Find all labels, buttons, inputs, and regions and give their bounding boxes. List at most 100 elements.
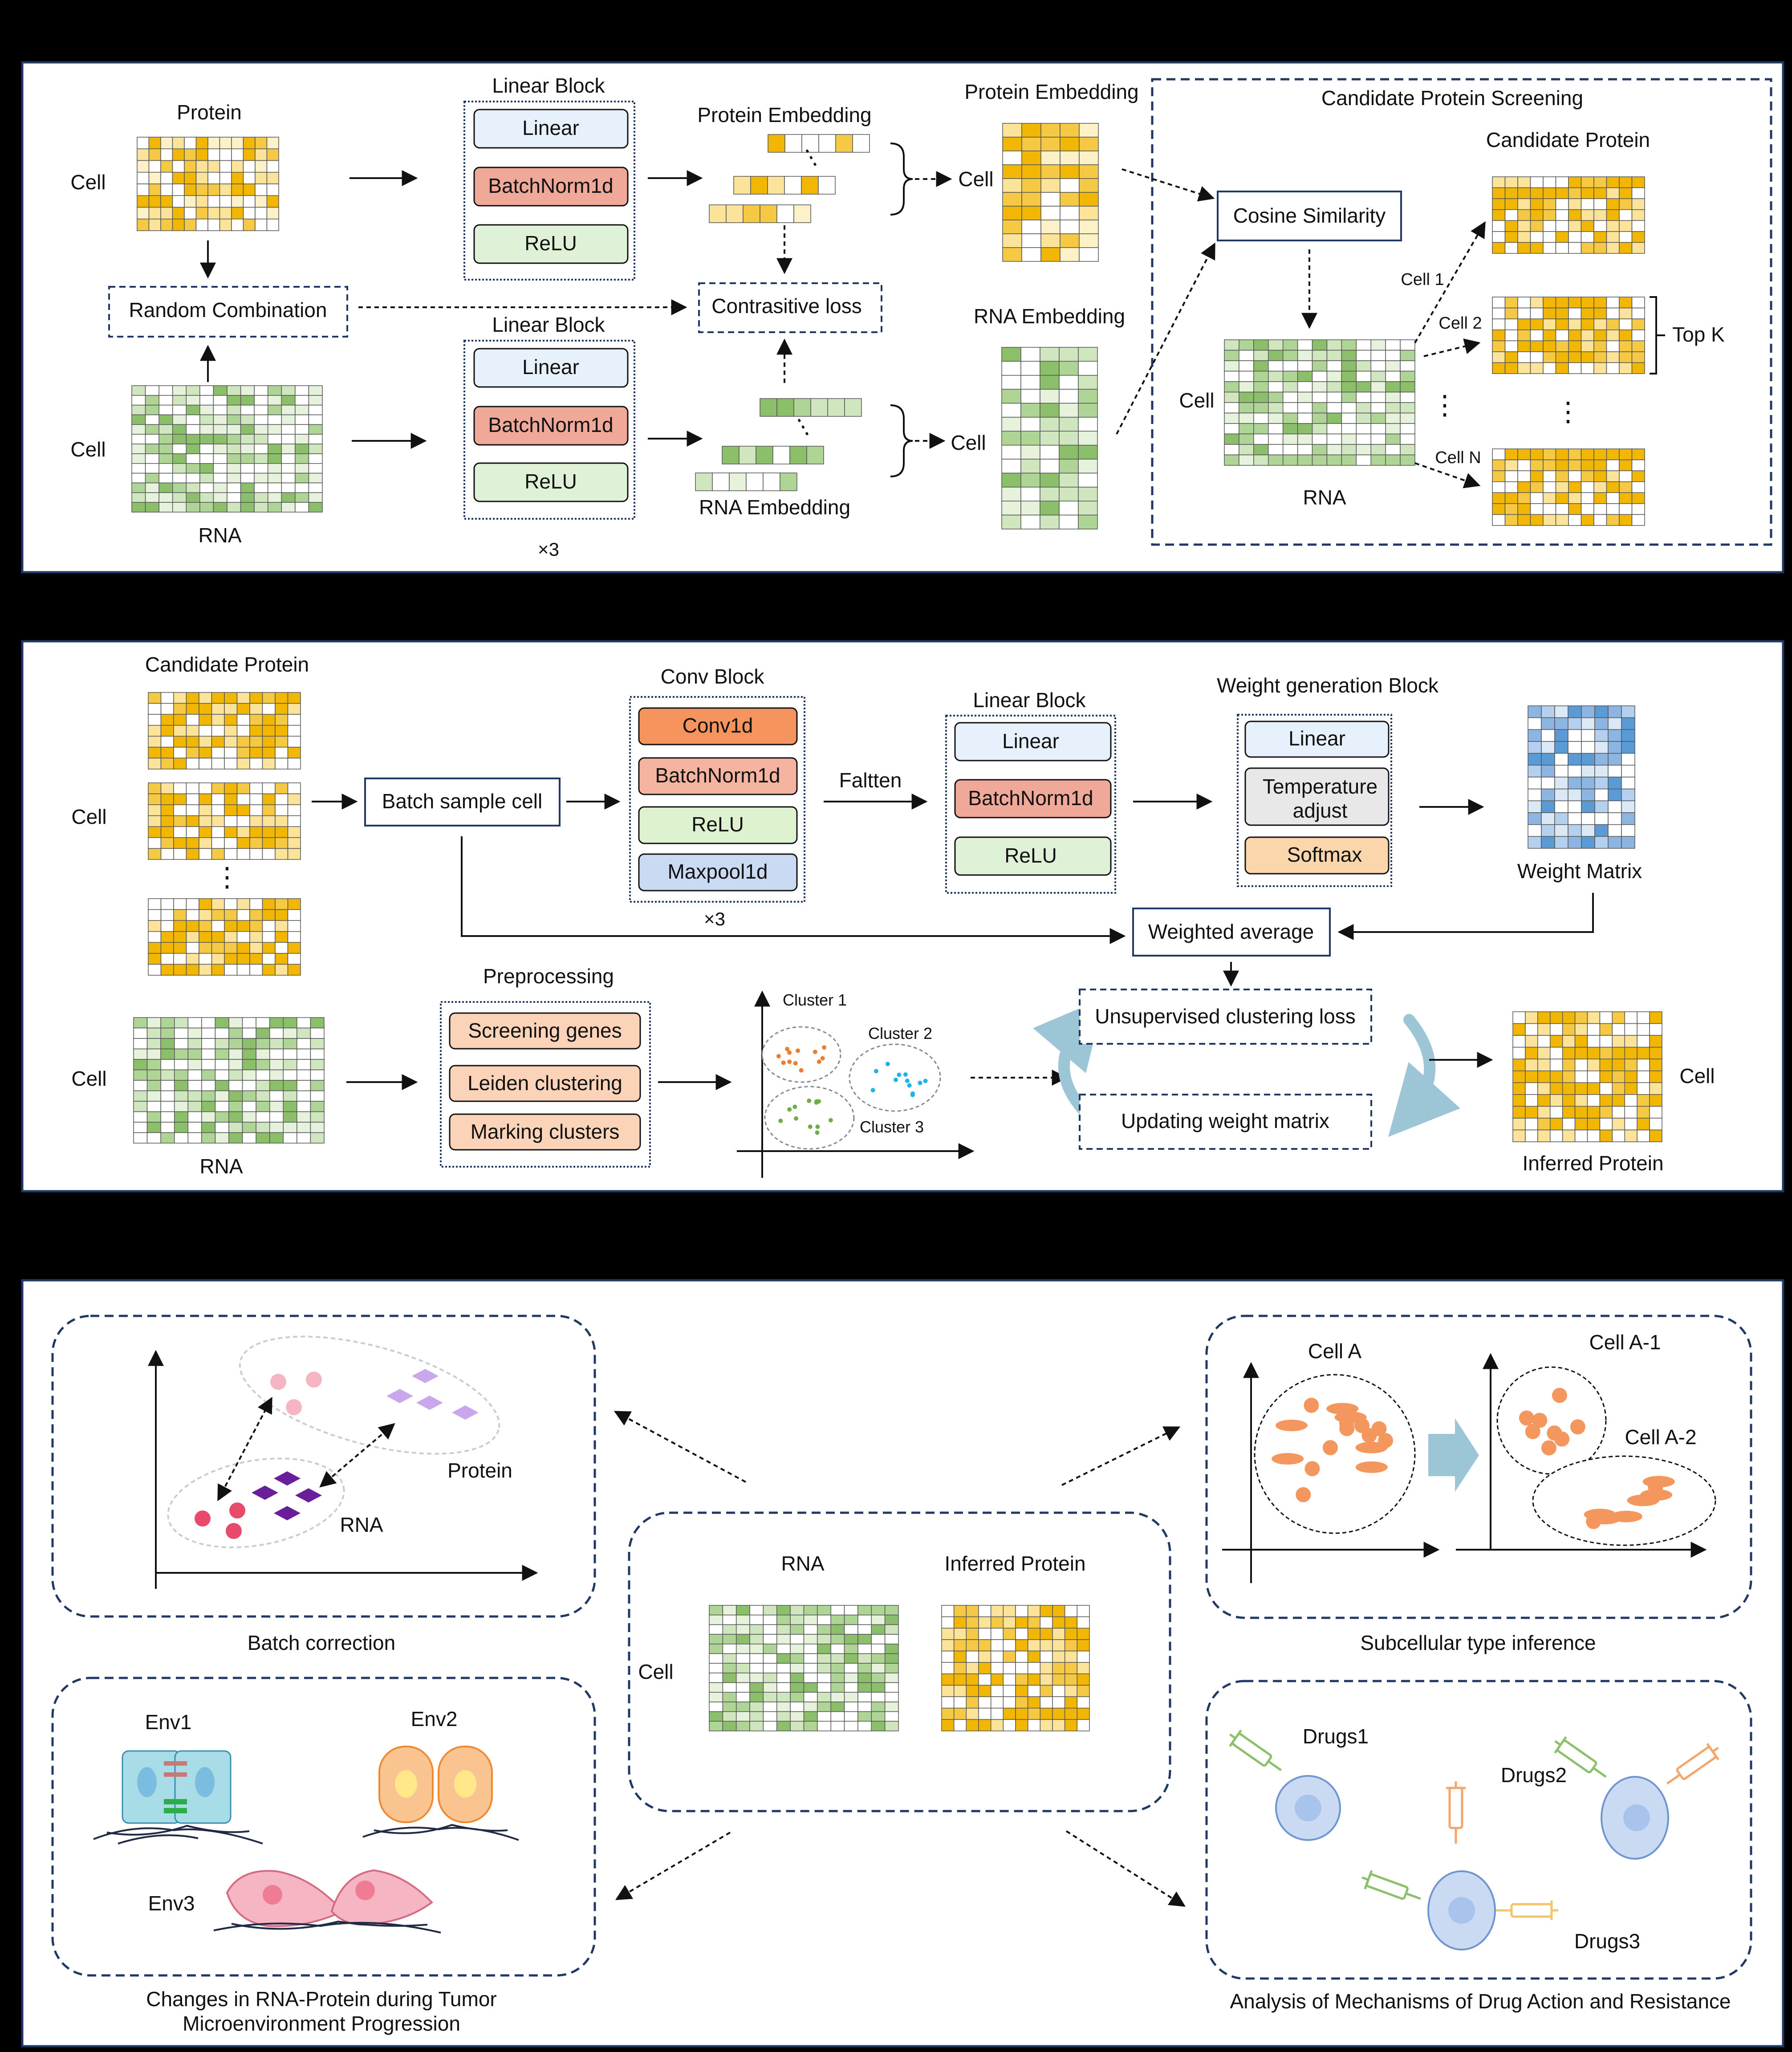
matrix-cell	[308, 385, 323, 396]
matrix-cell	[199, 848, 212, 860]
matrix-cell	[1492, 470, 1506, 482]
matrix-cell	[1040, 1616, 1053, 1629]
matrix-cell	[310, 1132, 325, 1144]
matrix-cell	[1594, 836, 1609, 849]
matrix-cell	[243, 219, 256, 231]
candidate-matrix-b2	[148, 782, 301, 860]
matrix-cell	[1297, 370, 1313, 382]
matrix-cell	[219, 160, 232, 173]
matrix-cell	[1555, 362, 1569, 374]
matrix-cell	[1541, 705, 1555, 718]
arrow-center-to-tumor	[615, 1832, 731, 1900]
cluster-point	[822, 1045, 827, 1050]
matrix-cell	[1525, 1082, 1538, 1095]
matrix-cell	[173, 793, 187, 805]
rna-embedding-strip-1	[760, 398, 862, 417]
cell-label-screening: Cell	[1179, 389, 1214, 412]
matrix-cell	[722, 1624, 737, 1635]
matrix-cell	[186, 404, 200, 415]
matrix-cell	[1239, 381, 1254, 393]
matrix-cell	[1581, 318, 1594, 330]
center-rna-label: RNA	[781, 1552, 824, 1575]
matrix-cell	[953, 1605, 967, 1617]
matrix-cell	[857, 1663, 872, 1673]
matrix-cell	[1027, 1605, 1041, 1617]
matrix-cell	[1525, 1059, 1538, 1071]
cluster-point	[1541, 1440, 1556, 1456]
matrix-cell	[1078, 389, 1098, 404]
matrix-cell	[1537, 1046, 1551, 1059]
matrix-cell	[1297, 433, 1313, 445]
matrix-cell	[1268, 370, 1284, 382]
matrix-cell	[1020, 361, 1040, 376]
matrix-cell	[776, 1653, 791, 1664]
matrix-cell	[1568, 297, 1582, 309]
matrix-cell	[1224, 339, 1239, 351]
matrix-cell	[990, 1719, 1004, 1731]
matrix-cell	[1015, 1685, 1028, 1697]
matrix-cell	[236, 804, 250, 816]
matrix-cell	[1568, 198, 1582, 210]
cell-label-b1: Cell	[71, 805, 106, 828]
matrix-cell	[978, 1616, 991, 1629]
matrix-cell	[1599, 1082, 1613, 1095]
matrix-cell	[1550, 1129, 1563, 1142]
cell-point	[1371, 1421, 1387, 1437]
matrix-cell	[243, 183, 256, 196]
conv1d-label: Conv1d	[683, 714, 753, 737]
matrix-cell	[1003, 1662, 1016, 1674]
matrix-cell	[1619, 351, 1633, 363]
matrix-cell	[213, 472, 228, 484]
matrix-cell	[231, 219, 244, 231]
matrix-cell	[137, 137, 150, 149]
matrix-cell	[211, 909, 225, 921]
matrix-cell	[310, 1017, 325, 1029]
matrix-cell	[1631, 198, 1645, 210]
matrix-cell	[249, 736, 263, 748]
matrix-cell	[158, 502, 173, 513]
matrix-cell	[709, 1605, 723, 1616]
matrix-cell	[978, 1662, 991, 1674]
matrix-cell	[990, 1628, 1004, 1640]
matrix-cell	[174, 1027, 189, 1039]
matrix-cell	[267, 444, 282, 454]
matrix-cell	[1568, 176, 1582, 188]
matrix-cell	[1040, 1650, 1053, 1663]
matrix-cell	[1020, 375, 1040, 390]
matrix-cell	[709, 1634, 723, 1645]
matrix-cell	[211, 703, 225, 715]
matrix-cell	[1612, 1118, 1625, 1131]
matrix-cell	[1356, 412, 1371, 424]
matrix-cell	[1268, 454, 1284, 466]
matrix-cell	[1224, 381, 1239, 393]
matrix-cell	[1002, 151, 1022, 165]
matrix-cell	[830, 1653, 845, 1664]
matrix-cell	[1356, 360, 1371, 372]
matrix-cell	[172, 502, 187, 513]
matrix-cell	[201, 1132, 216, 1144]
matrix-cell	[1568, 470, 1582, 482]
matrix-cell	[254, 492, 268, 503]
matrix-cell	[1541, 717, 1555, 730]
matrix-cell	[1492, 351, 1506, 363]
matrix-cell	[255, 183, 268, 196]
matrix-cell	[790, 1702, 805, 1712]
matrix-cell	[131, 434, 146, 444]
drug2-nucleus	[1623, 1804, 1650, 1831]
matrix-cell	[297, 1101, 311, 1112]
matrix-cell	[1612, 1023, 1625, 1036]
matrix-cell	[1637, 1046, 1650, 1059]
matrix-cell	[187, 1017, 202, 1029]
embedding-cell	[756, 446, 773, 464]
vdots-b: ⋮	[214, 862, 240, 892]
syringe-drug3b	[1361, 1870, 1421, 1900]
protein-cell-dot-1	[270, 1374, 286, 1390]
cluster3-label: Cluster 3	[860, 1118, 924, 1136]
matrix-cell	[1581, 220, 1594, 232]
matrix-cell	[817, 1721, 831, 1731]
matrix-cell	[1001, 417, 1021, 432]
matrix-cell	[1400, 412, 1415, 424]
matrix-cell	[148, 692, 162, 704]
env1-junction-3	[164, 1799, 187, 1804]
matrix-cell	[1021, 123, 1041, 138]
